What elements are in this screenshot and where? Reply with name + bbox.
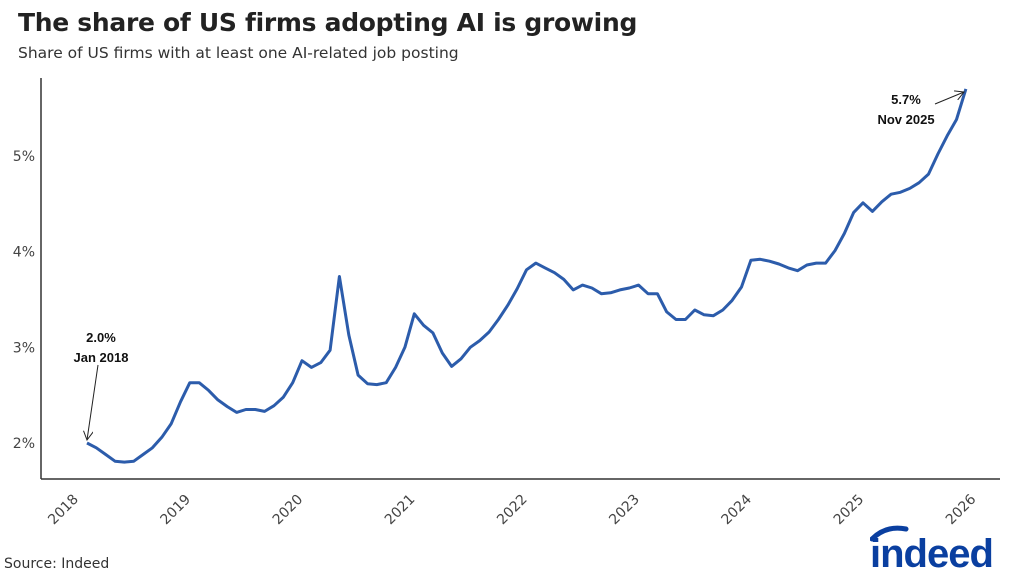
x-tick-label: 2018 — [45, 492, 82, 529]
x-tick-label: 2023 — [606, 492, 643, 529]
indeed-logo: indeed — [870, 525, 994, 575]
x-tick-label: 2025 — [831, 492, 868, 529]
x-tick-label: 2026 — [943, 491, 980, 528]
svg-text:indeed: indeed — [870, 532, 993, 575]
y-tick-label: 3% — [13, 340, 35, 356]
series-line — [86, 88, 968, 464]
chart-subtitle: Share of US firms with at least one AI-r… — [18, 44, 459, 62]
y-tick-label: 4% — [13, 245, 35, 261]
x-tick-label: 2024 — [719, 491, 756, 528]
annotation-arrow — [87, 364, 99, 440]
y-tick-label: 2% — [13, 436, 35, 452]
x-tick-label: 2020 — [270, 492, 307, 529]
annotation-date: Jan 2018 — [74, 350, 129, 365]
chart-title: The share of US firms adopting AI is gro… — [18, 8, 638, 37]
x-tick-label: 2022 — [494, 492, 531, 529]
annotation-value: 2.0% — [86, 330, 116, 345]
y-tick-label: 5% — [13, 149, 35, 165]
annotation-date: Nov 2025 — [877, 112, 934, 127]
x-tick-label: 2019 — [158, 492, 195, 529]
annotation-arrow — [934, 92, 964, 105]
x-tick-label: 2021 — [382, 492, 419, 529]
annotation-value: 5.7% — [891, 92, 921, 107]
source-note: Source: Indeed — [4, 556, 110, 572]
